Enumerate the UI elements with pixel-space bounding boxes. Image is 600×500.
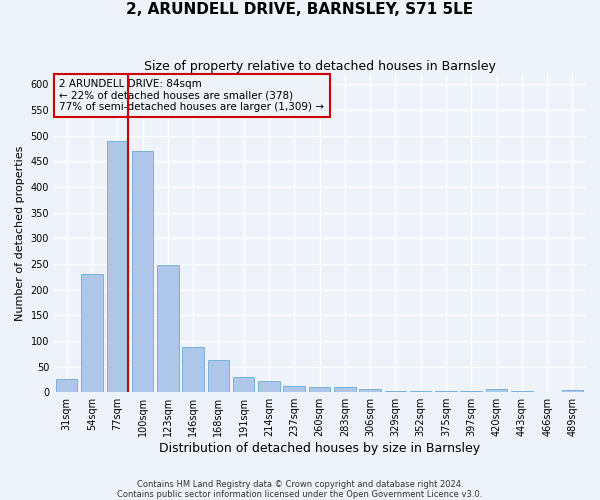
Bar — [157, 265, 179, 392]
Bar — [562, 390, 583, 392]
Bar — [56, 380, 77, 392]
Text: 2 ARUNDELL DRIVE: 84sqm
← 22% of detached houses are smaller (378)
77% of semi-d: 2 ARUNDELL DRIVE: 84sqm ← 22% of detache… — [59, 79, 325, 112]
Bar — [283, 386, 305, 392]
Bar — [334, 387, 356, 392]
Bar — [460, 390, 482, 392]
Title: Size of property relative to detached houses in Barnsley: Size of property relative to detached ho… — [143, 60, 496, 73]
Bar — [410, 390, 431, 392]
Bar — [486, 389, 507, 392]
Bar — [208, 360, 229, 392]
Text: 2, ARUNDELL DRIVE, BARNSLEY, S71 5LE: 2, ARUNDELL DRIVE, BARNSLEY, S71 5LE — [127, 2, 473, 18]
Y-axis label: Number of detached properties: Number of detached properties — [15, 146, 25, 321]
Bar — [435, 390, 457, 392]
Bar — [385, 390, 406, 392]
Bar — [511, 390, 533, 392]
Bar — [309, 386, 330, 392]
Bar — [182, 347, 204, 392]
Bar — [233, 377, 254, 392]
Bar — [359, 388, 381, 392]
Bar — [132, 151, 153, 392]
Bar — [258, 381, 280, 392]
Bar — [81, 274, 103, 392]
Bar — [107, 141, 128, 392]
Text: Contains HM Land Registry data © Crown copyright and database right 2024.
Contai: Contains HM Land Registry data © Crown c… — [118, 480, 482, 499]
X-axis label: Distribution of detached houses by size in Barnsley: Distribution of detached houses by size … — [159, 442, 480, 455]
